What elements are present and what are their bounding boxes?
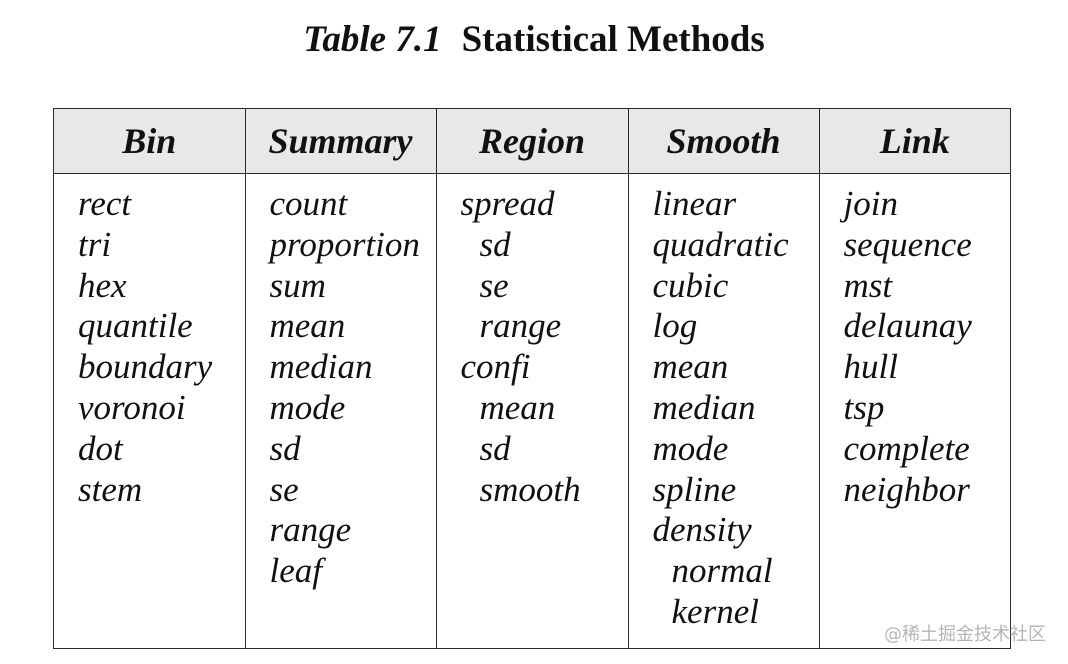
column-cell-smooth: linear quadratic cubic log mean median mode spl… bbox=[627, 173, 819, 648]
method-item: voronoi bbox=[78, 387, 186, 427]
method-item: linear bbox=[652, 184, 737, 223]
method-item: kernel bbox=[671, 591, 759, 631]
method-item: mst bbox=[843, 265, 893, 305]
method-item: spread bbox=[460, 184, 555, 223]
method-item: hull bbox=[843, 347, 898, 387]
method-item: sd bbox=[479, 428, 511, 468]
method-item: cubic bbox=[652, 265, 729, 305]
table-number: Table 7.1 bbox=[303, 19, 442, 60]
method-item: density bbox=[652, 510, 752, 550]
method-item: hex bbox=[78, 265, 127, 305]
cropped-heading-fragment bbox=[404, 0, 494, 4]
method-item: delaunay bbox=[843, 306, 972, 346]
method-item: mean bbox=[269, 306, 346, 346]
method-item: quantile bbox=[78, 306, 193, 346]
method-item: rect bbox=[78, 184, 132, 223]
method-item: range bbox=[479, 306, 562, 346]
method-item: sequence bbox=[843, 224, 972, 264]
method-item: tri bbox=[78, 224, 112, 264]
header-row: Bin Summary Region Smooth Link bbox=[54, 109, 1010, 174]
method-item: mode bbox=[269, 387, 346, 427]
method-item: dot bbox=[78, 428, 123, 468]
method-item: quadratic bbox=[652, 224, 789, 264]
column-cell-region: spread sd se range confi mean sd smooth bbox=[435, 173, 628, 648]
column-header-summary: Summary bbox=[244, 109, 436, 174]
column-header-smooth: Smooth bbox=[627, 109, 819, 174]
method-item: se bbox=[479, 265, 509, 305]
column-cell-summary: count proportion sum mean median mode sd se rang… bbox=[244, 173, 436, 648]
body-row: rect tri hex quantile boundary voronoi dot stem… bbox=[54, 173, 1010, 649]
method-item: mode bbox=[652, 428, 729, 468]
table-caption: Table 7.1 Statistical Methods bbox=[0, 18, 1068, 62]
method-item: normal bbox=[671, 551, 773, 591]
method-item: mean bbox=[479, 387, 556, 427]
statistical-methods-table: Bin Summary Region Smooth Link rect tri he… bbox=[53, 108, 1011, 649]
method-item: median bbox=[269, 347, 373, 387]
method-item: boundary bbox=[78, 347, 213, 387]
method-item: count bbox=[269, 184, 348, 223]
method-item: stem bbox=[78, 469, 143, 509]
method-item: leaf bbox=[269, 551, 322, 591]
column-cell-link: join sequence mst delaunay hull tsp complete ne… bbox=[818, 173, 1010, 648]
method-item: smooth bbox=[479, 469, 581, 509]
method-item: spline bbox=[652, 469, 737, 509]
method-item: sd bbox=[479, 224, 511, 264]
column-header-region: Region bbox=[435, 109, 628, 174]
method-item: se bbox=[269, 469, 299, 509]
method-item: median bbox=[652, 387, 756, 427]
column-header-bin: Bin bbox=[54, 109, 245, 174]
method-item: range bbox=[269, 510, 352, 550]
table-title: Statistical Methods bbox=[461, 19, 765, 60]
method-item: sum bbox=[269, 265, 326, 305]
watermark: @稀土掘金技术社区 bbox=[884, 624, 1046, 645]
method-item: proportion bbox=[269, 224, 420, 264]
column-cell-bin: rect tri hex quantile boundary voronoi dot stem bbox=[54, 174, 245, 649]
method-item: sd bbox=[269, 428, 301, 468]
method-item: confi bbox=[460, 347, 531, 387]
column-header-link: Link bbox=[818, 109, 1010, 174]
method-item: complete bbox=[843, 428, 970, 468]
methods-table: Bin Summary Region Smooth Link rect tri he… bbox=[54, 109, 1010, 648]
method-item: log bbox=[652, 306, 698, 346]
method-item: join bbox=[843, 184, 898, 223]
method-item: mean bbox=[652, 347, 729, 387]
method-item: neighbor bbox=[843, 469, 970, 509]
method-item: tsp bbox=[843, 387, 885, 427]
